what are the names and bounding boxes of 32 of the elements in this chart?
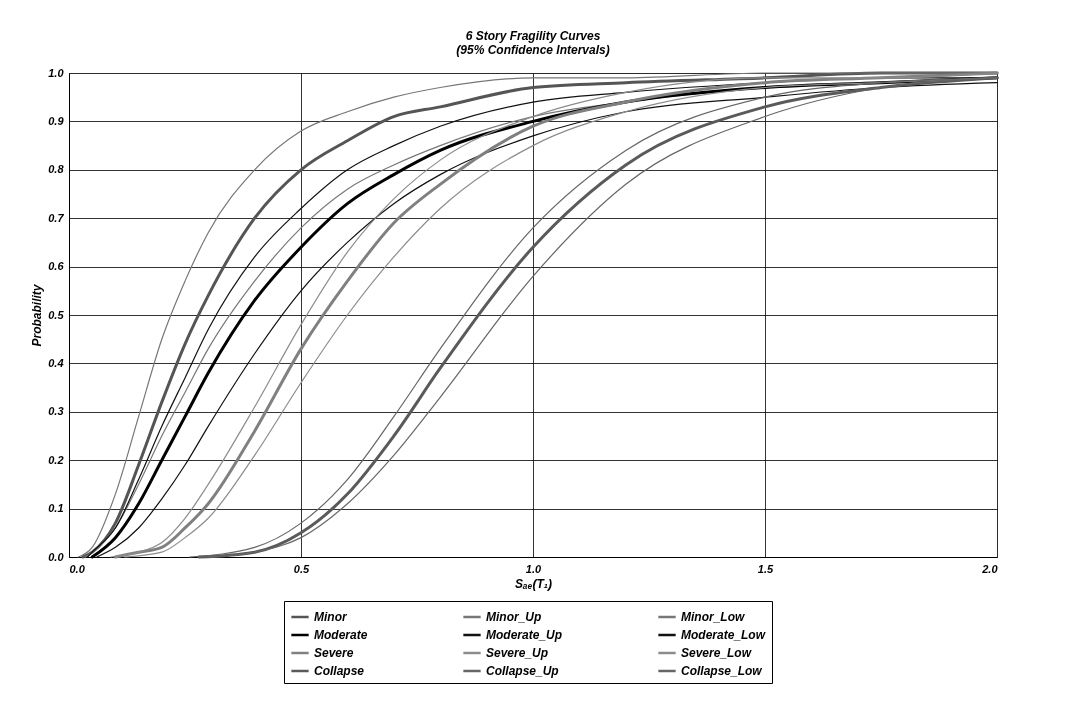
x-tick-label: 2.0 xyxy=(981,562,999,575)
legend-label: Severe_Up xyxy=(486,646,549,660)
y-tick-label: 1.0 xyxy=(48,66,65,79)
y-tick-label: 0.2 xyxy=(48,453,64,466)
y-tick-label: 0.7 xyxy=(48,211,65,224)
legend-label: Collapse xyxy=(314,664,365,678)
y-tick-label: 0.4 xyxy=(48,356,64,369)
legend-label: Minor_Low xyxy=(681,610,745,624)
y-tick-label: 0.6 xyxy=(48,260,65,273)
y-tick-label: 0.3 xyxy=(48,405,64,418)
legend-label: Minor_Up xyxy=(486,610,542,624)
y-tick-label: 0.9 xyxy=(48,114,65,127)
y-tick-label: 0.0 xyxy=(48,550,65,563)
y-axis-title: Probability xyxy=(30,283,45,347)
legend-label: Moderate_Up xyxy=(486,628,563,642)
legend-label: Collapse_Low xyxy=(681,664,763,678)
x-tick-label: 1.0 xyxy=(525,562,543,575)
x-tick-label: 0.5 xyxy=(293,562,311,575)
x-tick-label: 1.5 xyxy=(757,562,775,575)
chart-title: 6 Story Fragility Curves xyxy=(465,29,601,43)
legend-label: Collapse_Up xyxy=(486,664,559,678)
y-tick-label: 0.1 xyxy=(48,502,64,515)
legend-label: Minor xyxy=(314,610,348,624)
y-tick-label: 0.8 xyxy=(48,163,65,176)
legend-label: Severe xyxy=(314,646,354,660)
y-tick-label: 0.5 xyxy=(48,308,65,321)
legend-label: Moderate_Low xyxy=(681,628,766,642)
x-axis-title: Sₐₑ(T₁) xyxy=(515,576,552,591)
chart-subtitle: (95% Confidence Intervals) xyxy=(456,43,610,57)
legend-label: Moderate xyxy=(314,628,368,642)
legend-label: Severe_Low xyxy=(681,646,752,660)
x-tick-label: 0.0 xyxy=(69,562,86,575)
